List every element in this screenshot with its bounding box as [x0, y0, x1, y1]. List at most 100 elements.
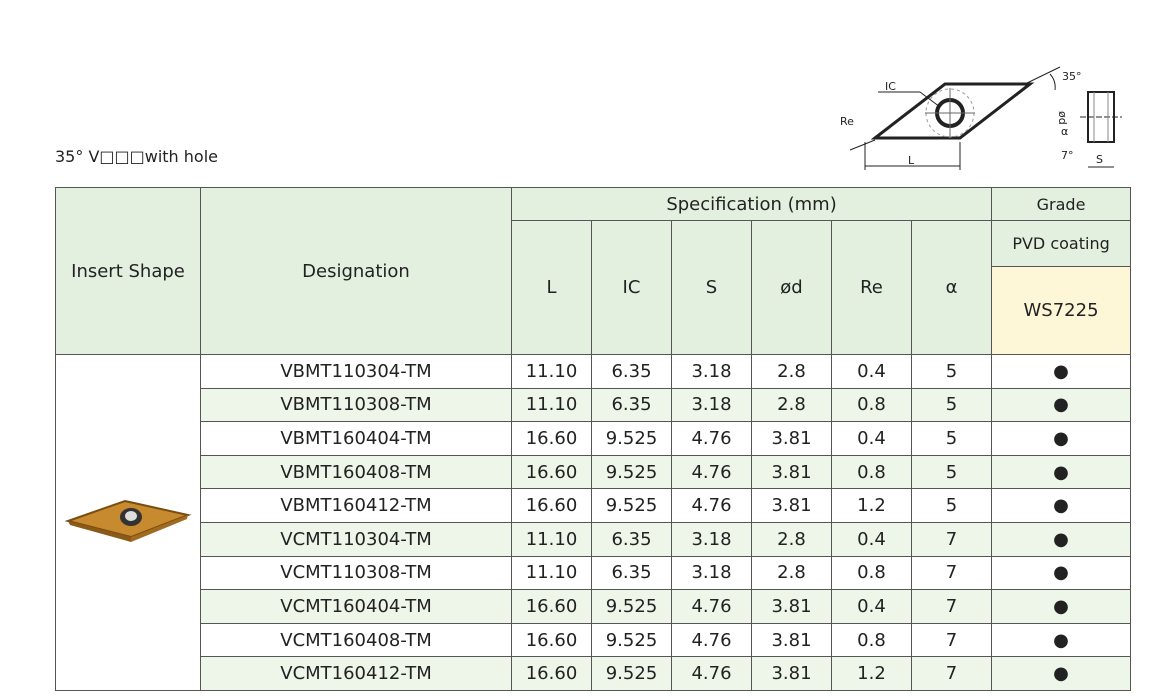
designation-cell: VBMT110304-TM [200, 354, 512, 389]
column-header: ød [751, 220, 832, 355]
table-row: VBMT110308-TM 11.10 6.35 3.18 2.8 0.8 5 ● [56, 387, 1132, 423]
value-cell: 4.76 [671, 589, 752, 624]
value-cell: 3.18 [671, 354, 752, 389]
value-cell: 2.8 [751, 354, 832, 389]
value-cell: 9.525 [591, 454, 672, 490]
value-cell: ● [991, 387, 1132, 423]
label-re: Re [840, 115, 854, 128]
value-cell: 9.525 [591, 622, 672, 658]
value-cell: ● [991, 622, 1132, 658]
value-cell: 0.4 [831, 354, 912, 389]
label-ic: IC [885, 80, 896, 93]
designation-cell: VCMT110304-TM [200, 521, 512, 557]
value-cell: 9.525 [591, 488, 672, 523]
header-cell: PVD coating [991, 220, 1132, 267]
value-cell: 9.525 [591, 589, 672, 624]
table-row: VBMT160408-TM 16.60 9.525 4.76 3.81 0.8 5 ● [56, 454, 1132, 490]
label-relief: 7° [1061, 149, 1074, 162]
designation-cell: VBMT110308-TM [200, 387, 512, 423]
value-cell: 3.18 [671, 521, 752, 557]
value-cell: 11.10 [511, 354, 592, 389]
value-cell: 6.35 [591, 521, 672, 557]
value-cell: 2.8 [751, 521, 832, 557]
header-cell: Specification (mm) [510, 187, 993, 221]
value-cell: 16.60 [511, 454, 592, 490]
header-cell: Insert Shape [55, 187, 201, 355]
value-cell: 6.35 [591, 354, 672, 389]
value-cell: 9.525 [591, 421, 672, 456]
value-cell: 5 [910, 488, 993, 523]
value-cell: 5 [910, 387, 993, 423]
value-cell: 3.81 [751, 589, 832, 624]
designation-cell: VBMT160404-TM [200, 421, 512, 456]
value-cell: 4.76 [671, 656, 752, 691]
table-row: VCMT160412-TM 16.60 9.525 4.76 3.81 1.2 7 ● [56, 656, 1132, 691]
value-cell: ● [991, 656, 1132, 691]
column-header: α [910, 220, 993, 355]
value-cell: 1.2 [831, 656, 912, 691]
value-cell: ● [991, 521, 1132, 557]
label-d: ød [1056, 111, 1069, 125]
value-cell: 6.35 [591, 555, 672, 591]
designation-cell: VBMT160412-TM [200, 488, 512, 523]
value-cell: 16.60 [511, 656, 592, 691]
value-cell: 3.18 [671, 387, 752, 423]
value-cell: 16.60 [511, 622, 592, 658]
value-cell: 5 [910, 454, 993, 490]
value-cell: 0.4 [831, 589, 912, 624]
value-cell: 3.18 [671, 555, 752, 591]
value-cell: ● [991, 454, 1132, 490]
value-cell: 7 [910, 656, 993, 691]
value-cell: ● [991, 488, 1132, 523]
value-cell: ● [991, 589, 1132, 624]
value-cell: ● [991, 354, 1132, 389]
value-cell: 7 [910, 555, 993, 591]
value-cell: 6.35 [591, 387, 672, 423]
column-header: IC [591, 220, 672, 355]
designation-cell: VCMT160408-TM [200, 622, 512, 658]
value-cell: 4.76 [671, 488, 752, 523]
value-cell: 7 [910, 589, 993, 624]
header-cell: Designation [200, 187, 512, 355]
value-cell: 11.10 [511, 555, 592, 591]
value-cell: 16.60 [511, 488, 592, 523]
value-cell: 0.8 [831, 555, 912, 591]
value-cell: ● [991, 421, 1132, 456]
value-cell: 5 [910, 354, 993, 389]
value-cell: 1.2 [831, 488, 912, 523]
spec-table: Insert Shape Designation Specification (… [55, 187, 1132, 691]
table-row: VCMT110308-TM 11.10 6.35 3.18 2.8 0.8 7 ● [56, 555, 1132, 591]
value-cell: ● [991, 555, 1132, 591]
value-cell: 4.76 [671, 622, 752, 658]
designation-cell: VBMT160408-TM [200, 454, 512, 490]
header-cell: Grade [991, 187, 1132, 221]
table-row: VCMT160404-TM 16.60 9.525 4.76 3.81 0.4 7 ● [56, 589, 1132, 624]
column-header: L [511, 220, 592, 355]
value-cell: 0.4 [831, 421, 912, 456]
value-cell: 0.8 [831, 622, 912, 658]
value-cell: 4.76 [671, 454, 752, 490]
value-cell: 16.60 [511, 421, 592, 456]
value-cell: 3.81 [751, 454, 832, 490]
value-cell: 0.8 [831, 387, 912, 423]
label-alpha: α [1061, 125, 1068, 138]
value-cell: 3.81 [751, 622, 832, 658]
column-header: S [671, 220, 752, 355]
value-cell: 7 [910, 521, 993, 557]
value-cell: 16.60 [511, 589, 592, 624]
designation-cell: VCMT160404-TM [200, 589, 512, 624]
value-cell: 11.10 [511, 521, 592, 557]
table-row: VCMT110304-TM 11.10 6.35 3.18 2.8 0.4 7 ● [56, 521, 1132, 557]
designation-cell: VCMT160412-TM [200, 656, 512, 691]
value-cell: 9.525 [591, 656, 672, 691]
value-cell: 3.81 [751, 488, 832, 523]
label-angle: 35° [1062, 70, 1082, 83]
value-cell: 7 [910, 622, 993, 658]
value-cell: 5 [910, 421, 993, 456]
insert-image [64, 499, 192, 542]
header-cell: WS7225 [991, 266, 1132, 355]
table-row: VBMT160404-TM 16.60 9.525 4.76 3.81 0.4 5 ● [56, 421, 1132, 456]
value-cell: 0.8 [831, 454, 912, 490]
table-row: VCMT160408-TM 16.60 9.525 4.76 3.81 0.8 7 ● [56, 622, 1132, 658]
